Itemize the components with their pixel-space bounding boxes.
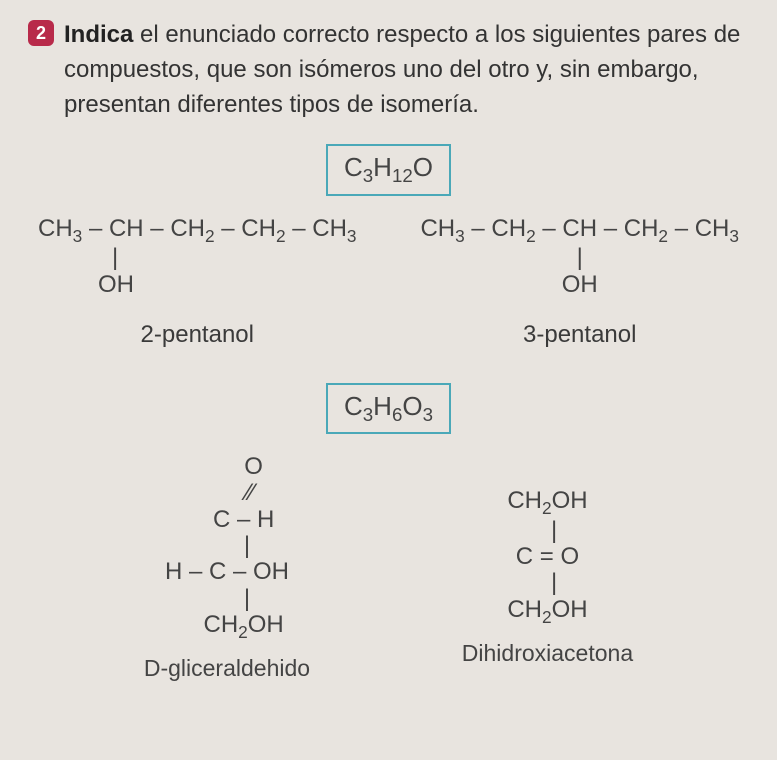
- compound-d-gliceraldehido: O ⁄⁄ C – H | H – C – OH | CH2OH D-glicer…: [144, 454, 310, 681]
- question-number-badge: 2: [28, 20, 54, 46]
- compound-name-d-gliceraldehido: D-gliceraldehido: [144, 656, 310, 681]
- formula-box-2: C3H6O3: [326, 383, 451, 434]
- compound-3-pentanol: CH3 – CH2 – CH – CH2 – CH3 | OH 3-pentan…: [420, 216, 739, 349]
- question-bold-lead: Indica: [64, 21, 133, 48]
- compound-pair-1: CH3 – CH – CH2 – CH2 – CH3 | OH 2-pentan…: [28, 216, 749, 349]
- formula-box-1: C3H12O: [326, 144, 451, 195]
- compound-name-2-pentanol: 2-pentanol: [38, 322, 357, 348]
- compound-2-pentanol: CH3 – CH – CH2 – CH2 – CH3 | OH 2-pentan…: [38, 216, 357, 349]
- question-number: 2: [36, 23, 46, 44]
- formula-row-1: C3H12O: [28, 144, 749, 195]
- compound-name-dihidroxiacetona: Dihidroxiacetona: [462, 641, 633, 666]
- structure-d-gliceraldehido: O ⁄⁄ C – H | H – C – OH | CH2OH: [165, 454, 289, 642]
- compound-name-3-pentanol: 3-pentanol: [420, 322, 739, 348]
- formula-row-2: C3H6O3: [28, 383, 749, 434]
- question-rest: el enunciado correcto respecto a los sig…: [64, 21, 740, 118]
- question-header: 2 Indica el enunciado correcto respecto …: [28, 18, 749, 122]
- compound-pair-2: O ⁄⁄ C – H | H – C – OH | CH2OH D-glicer…: [28, 454, 749, 681]
- structure-dihidroxiacetona: CH2OH | C = O | CH2OH: [507, 488, 587, 627]
- question-text: Indica el enunciado correcto respecto a …: [64, 18, 749, 122]
- structure-2-pentanol: CH3 – CH – CH2 – CH2 – CH3 | OH: [38, 216, 357, 299]
- compound-dihidroxiacetona: CH2OH | C = O | CH2OH Dihidroxiacetona: [462, 454, 633, 681]
- structure-3-pentanol: CH3 – CH2 – CH – CH2 – CH3 | OH: [420, 216, 739, 299]
